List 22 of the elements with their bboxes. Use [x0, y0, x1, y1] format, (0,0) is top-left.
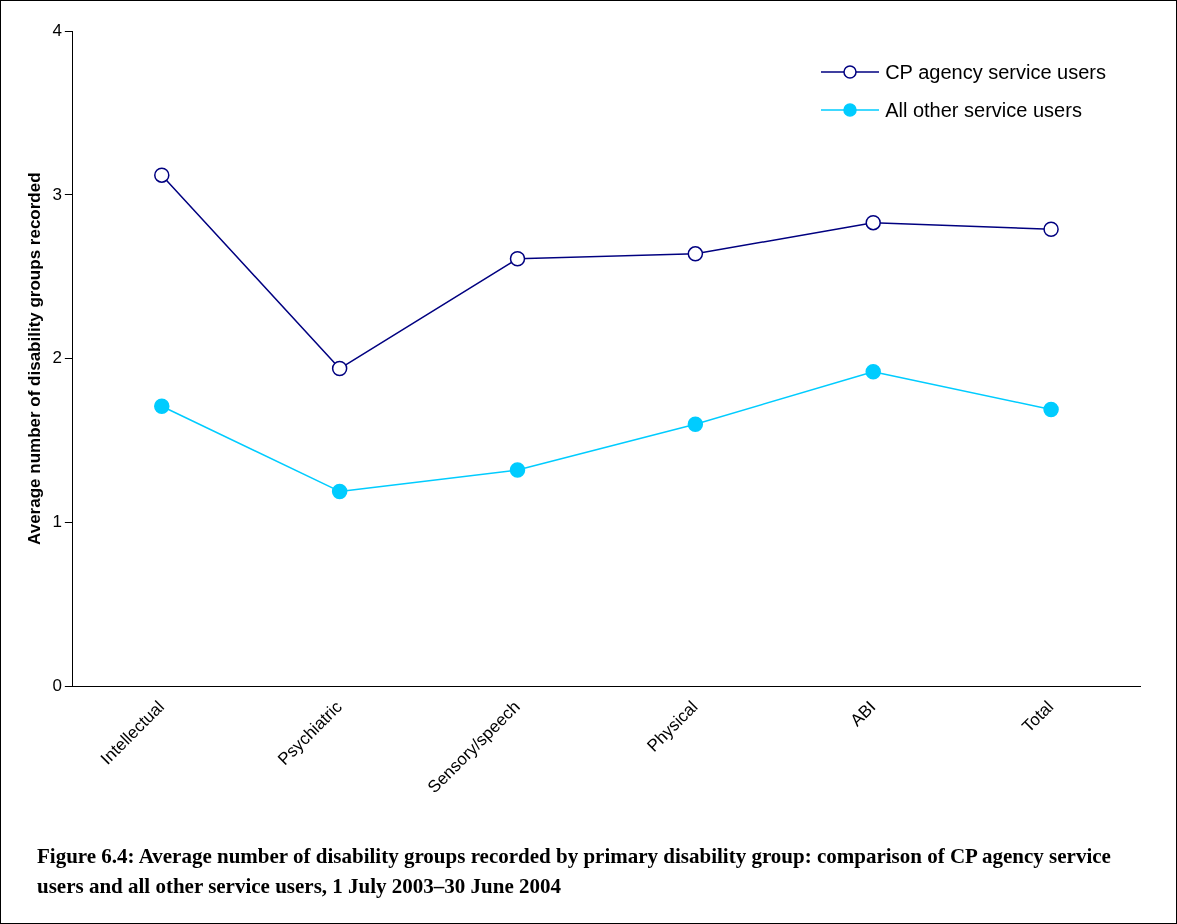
point — [865, 214, 881, 231]
y-axis-title: Average number of disability groups recorded — [24, 172, 44, 545]
point — [865, 364, 881, 380]
point — [154, 398, 170, 414]
point — [687, 246, 704, 262]
y-tick-label: 4 — [52, 20, 62, 40]
y-tick-label: 0 — [52, 676, 62, 696]
point — [1043, 221, 1059, 237]
y-tick-label: 2 — [52, 348, 62, 368]
point — [509, 462, 526, 478]
point — [687, 416, 704, 432]
legend-label: All other service users — [885, 98, 1082, 122]
legend-label: CP agency service users — [885, 60, 1106, 84]
point — [331, 360, 348, 377]
point — [154, 167, 170, 183]
x-tick-label: ABI — [846, 697, 880, 731]
point — [1043, 401, 1059, 418]
y-tick-label: 1 — [52, 512, 62, 532]
point — [509, 250, 526, 267]
point — [331, 483, 348, 500]
y-tick-label: 3 — [52, 184, 62, 204]
caption: Figure 6.4: Average number of disability groups recorded by primary disability group: comparison of CP agency service users and all other service users, 1 July 2003–30 June 2004 — [37, 843, 1112, 900]
